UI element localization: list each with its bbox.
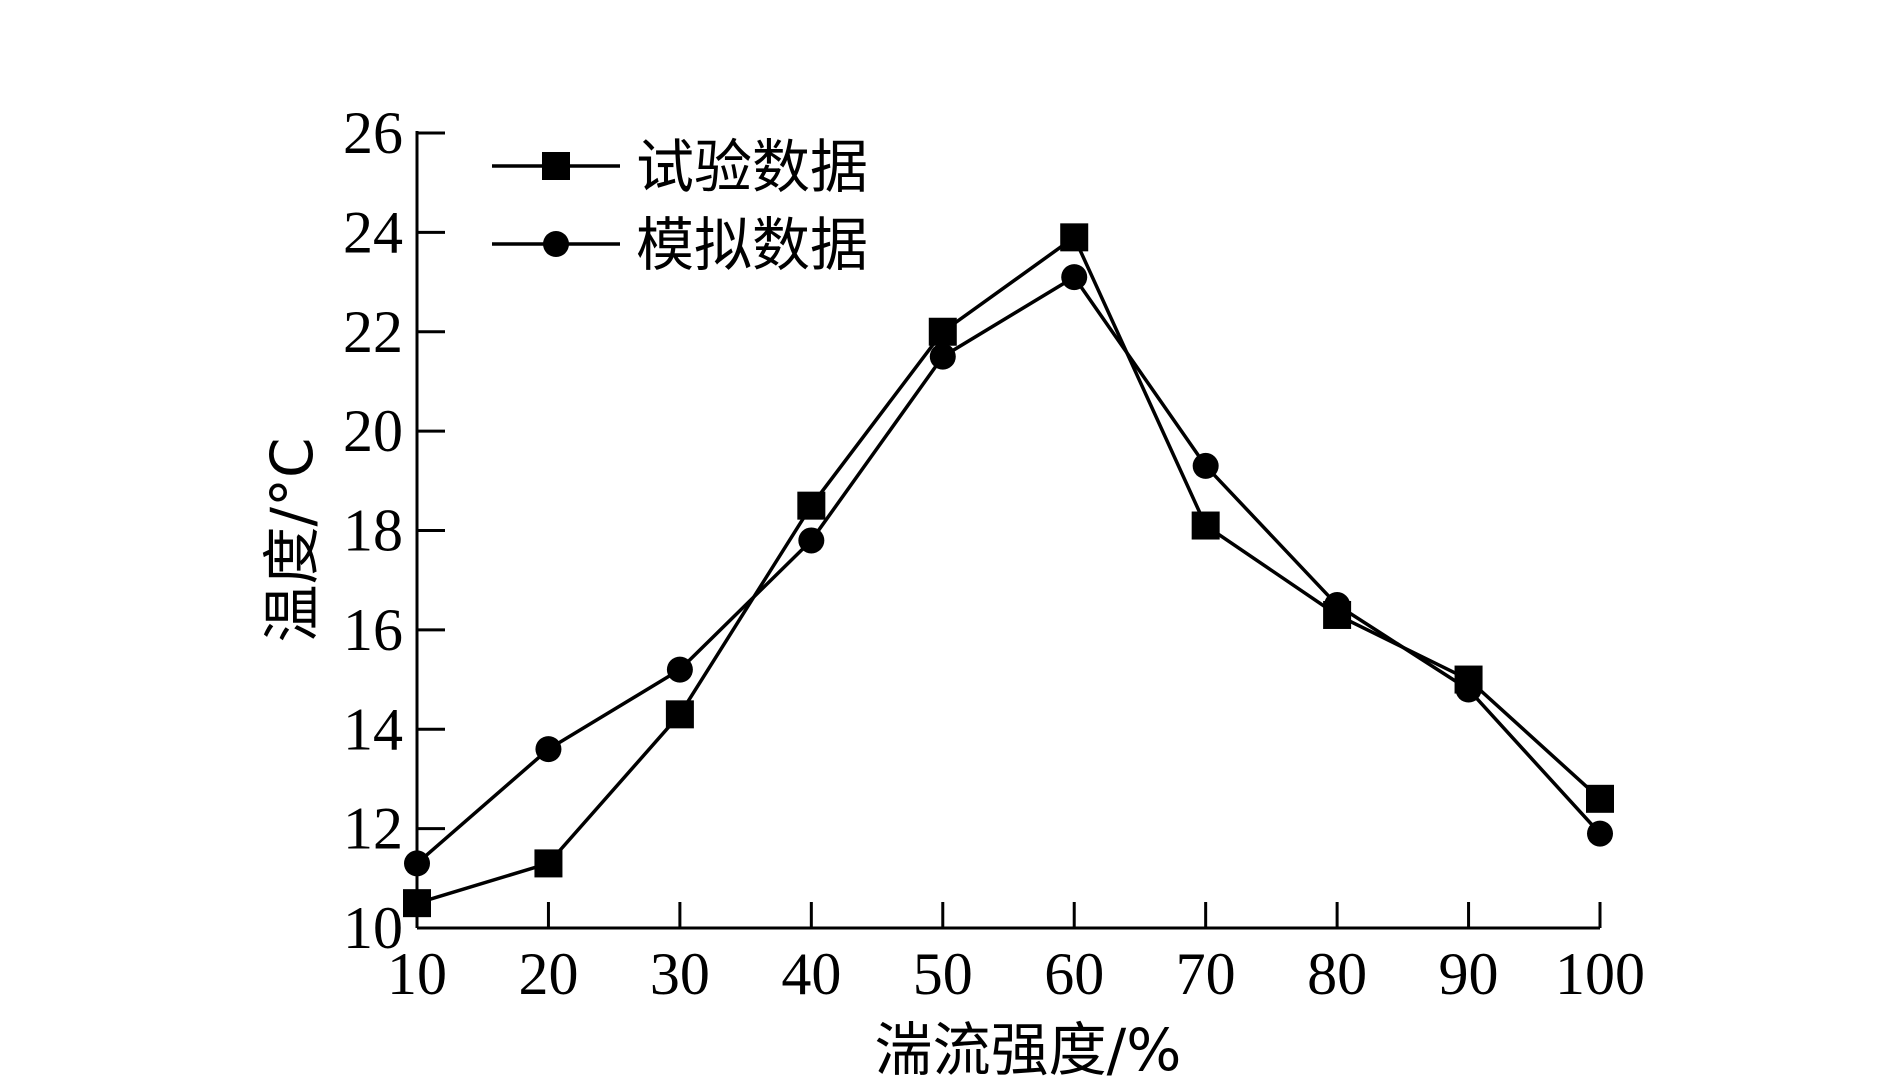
series-line-2 xyxy=(415,274,1602,865)
data-point-square xyxy=(1586,784,1614,813)
y-tick-label: 22 xyxy=(343,299,403,365)
x-axis-title: 湍流强度/% xyxy=(875,1016,1182,1080)
y-tick-label: 18 xyxy=(343,498,403,564)
legend-label: 模拟数据 xyxy=(636,211,868,279)
series-line-1 xyxy=(416,234,1602,905)
series-group xyxy=(403,223,1614,918)
x-tick-label: 30 xyxy=(650,941,710,1007)
data-point-square xyxy=(928,317,957,346)
y-tick-label: 26 xyxy=(343,100,403,166)
x-tick-label: 10 xyxy=(387,941,447,1007)
axes xyxy=(415,131,1600,930)
y-tick-label: 16 xyxy=(343,597,403,663)
x-tick-label: 60 xyxy=(1044,941,1104,1007)
y-ticks: 10 12 14 16 18 20 22 24 26 xyxy=(343,100,445,961)
y-tick-label: 10 xyxy=(343,895,403,961)
data-point-circle xyxy=(1324,592,1351,619)
y-tick-label: 14 xyxy=(343,696,403,762)
y-tick-label: 20 xyxy=(343,398,403,464)
data-point-square xyxy=(665,700,694,729)
x-tick-label: 20 xyxy=(518,941,578,1007)
x-tick-label: 90 xyxy=(1439,941,1499,1007)
data-point-circle xyxy=(1061,264,1088,291)
legend-marker-circle xyxy=(543,231,569,257)
y-axis-title: 温度/°C xyxy=(258,437,326,642)
data-point-circle xyxy=(1192,452,1219,479)
data-point-circle xyxy=(404,850,430,877)
x-tick-label: 80 xyxy=(1307,941,1367,1007)
x-tick-label: 70 xyxy=(1176,941,1236,1007)
data-point-circle xyxy=(666,656,693,683)
x-tick-label: 50 xyxy=(913,941,973,1007)
x-ticks: 10 20 30 40 50 60 70 80 90 100 xyxy=(387,902,1645,1007)
data-point-square xyxy=(1060,223,1089,252)
data-point-square xyxy=(534,849,563,878)
data-point-circle xyxy=(535,736,562,763)
data-point-square xyxy=(797,491,826,520)
legend-label: 试验数据 xyxy=(636,133,868,201)
y-tick-label: 12 xyxy=(343,796,403,862)
x-tick-label: 100 xyxy=(1555,941,1645,1007)
data-point-square xyxy=(403,889,431,918)
legend-marker-square xyxy=(542,152,570,180)
y-tick-label: 24 xyxy=(343,199,403,265)
x-tick-label: 40 xyxy=(781,941,841,1007)
data-point-circle xyxy=(929,343,956,370)
data-point-circle xyxy=(1587,820,1613,847)
data-point-circle xyxy=(1455,676,1482,703)
data-point-square xyxy=(1191,511,1220,540)
data-point-circle xyxy=(798,527,825,554)
